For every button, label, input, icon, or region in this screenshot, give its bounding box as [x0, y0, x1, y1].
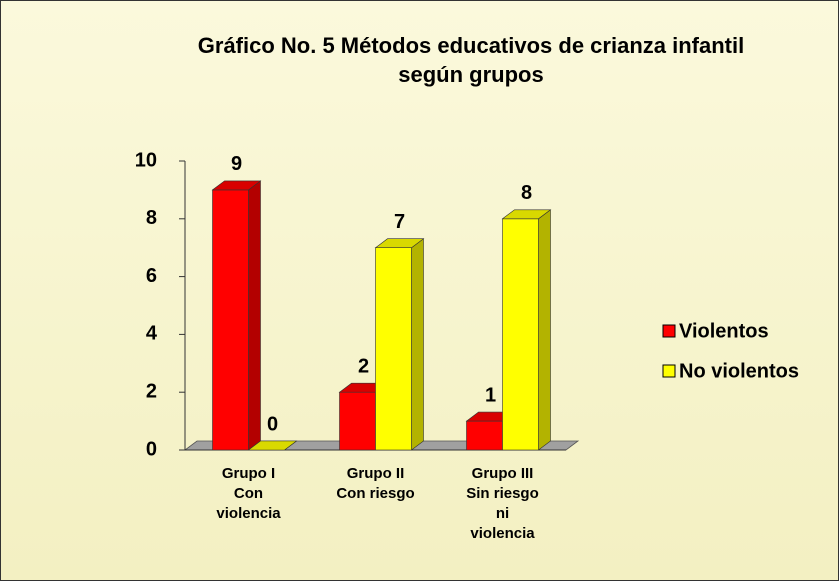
- chart-title: Gráfico No. 5 Métodos educativos de cria…: [197, 33, 745, 87]
- bar-side: [411, 238, 424, 451]
- legend-swatch: [662, 364, 676, 378]
- y-tick-label: 2: [146, 380, 157, 402]
- bar: [466, 420, 503, 451]
- y-tick-label: 8: [146, 207, 157, 229]
- bar-top: [247, 440, 298, 451]
- value-label: 7: [394, 211, 405, 233]
- value-label: 9: [231, 153, 242, 175]
- bar: [212, 189, 249, 451]
- bar-top: [211, 180, 262, 191]
- value-label: 2: [358, 355, 369, 377]
- bar: [339, 391, 376, 451]
- legend-label: Violentos: [679, 320, 769, 342]
- y-tick-label: 10: [135, 149, 157, 171]
- y-tick-label: 0: [146, 438, 157, 460]
- bar-top: [374, 238, 425, 248]
- legend-label: No violentos: [679, 360, 799, 382]
- value-label: 0: [267, 413, 278, 435]
- bar-top: [501, 209, 552, 220]
- value-label: 8: [521, 182, 532, 204]
- value-label: 1: [485, 384, 496, 406]
- bar: [502, 218, 539, 451]
- bar: [375, 247, 412, 451]
- x-tick-label: Grupo I Con violencia: [216, 465, 281, 522]
- y-tick-label: 6: [146, 265, 157, 287]
- bar-side: [248, 180, 261, 451]
- x-tick-label: Grupo II Con riesgo: [336, 465, 415, 502]
- legend-swatch: [662, 324, 676, 338]
- x-tick-label: Grupo III Sin riesgo ni violencia: [466, 465, 539, 542]
- bar-side: [538, 209, 551, 451]
- y-tick-label: 4: [146, 323, 158, 345]
